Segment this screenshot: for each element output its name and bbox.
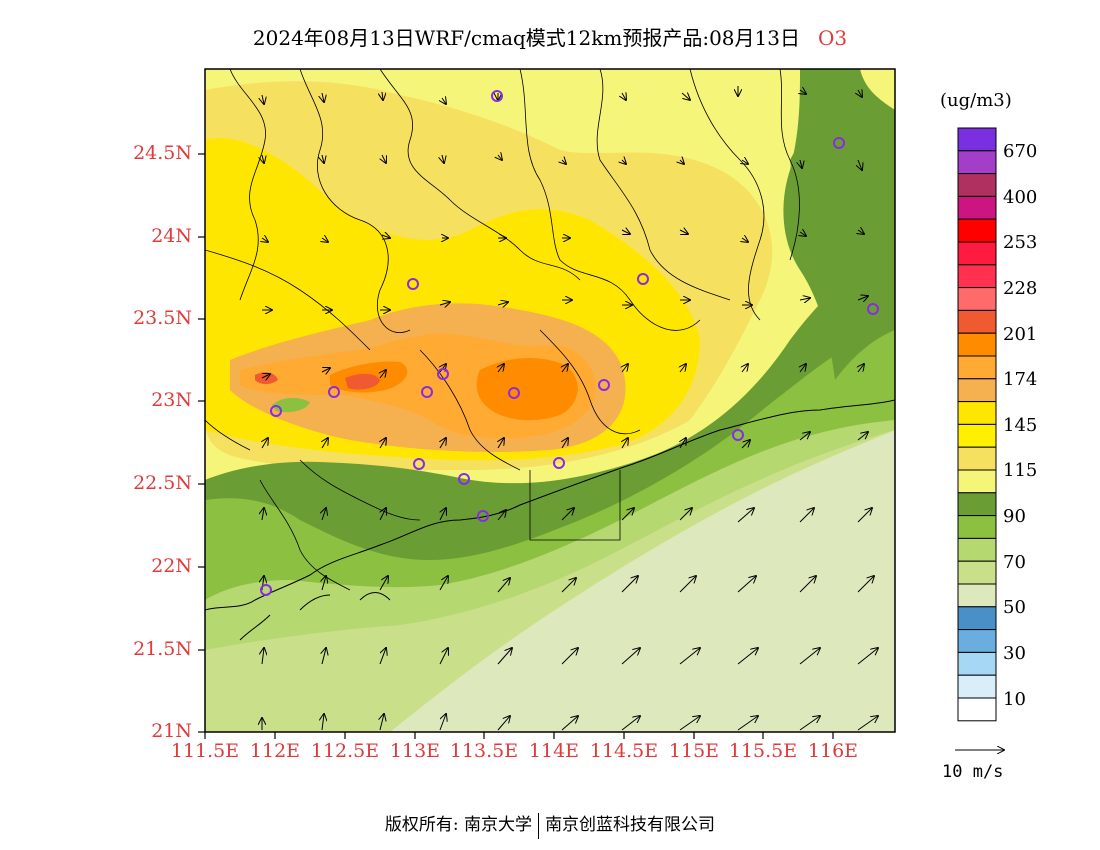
colorbar-swatch (957, 309, 997, 334)
legend-label: 670 (1003, 141, 1038, 162)
station-marker (328, 386, 340, 398)
colorbar-swatch (957, 332, 997, 357)
station-marker (413, 458, 425, 470)
y-tick-label: 23.5N (133, 307, 192, 329)
colorbar-swatch (957, 287, 997, 311)
legend-label: 253 (1003, 232, 1038, 253)
station-marker (260, 584, 272, 596)
station-marker (867, 303, 879, 315)
y-tick-label: 22N (151, 555, 192, 577)
colorbar-swatch (957, 492, 997, 517)
legend-label: 10 (1003, 689, 1026, 710)
colorbar-swatch (957, 401, 997, 425)
x-tick-label: 114E (528, 740, 580, 762)
y-tick-label: 23N (151, 389, 192, 411)
y-tick-label: 22.5N (133, 472, 192, 494)
province-boundaries (205, 69, 800, 591)
legend-label: 228 (1003, 278, 1038, 299)
legend-label: 145 (1003, 415, 1038, 436)
legend-label: 174 (1003, 369, 1038, 390)
pollutant-label: O3 (817, 26, 848, 50)
colorbar-swatch (957, 651, 997, 676)
copyright-owner: 版权所有: 南京大学 (384, 815, 533, 835)
x-tick-label: 115E (668, 740, 720, 762)
y-tick-label: 21N (151, 720, 192, 742)
colorbar-swatch (957, 173, 997, 197)
colorbar-swatch (957, 515, 997, 539)
legend-label: 50 (1003, 597, 1026, 618)
colorbar-swatch (957, 264, 997, 289)
axis-ticks (198, 153, 834, 739)
legend-label: 70 (1003, 552, 1026, 573)
colorbar-swatch (957, 127, 997, 152)
station-marker (270, 405, 282, 417)
colorbar-swatch (957, 195, 997, 220)
x-tick-label: 113E (389, 740, 441, 762)
footer-divider (538, 812, 540, 839)
colorbar-swatch (957, 355, 997, 380)
colorbar-swatch (957, 697, 997, 722)
y-tick-label: 21.5N (133, 638, 192, 660)
y-tick-label: 24N (151, 225, 192, 247)
wind-vectors (262, 86, 878, 731)
x-tick-label: 115.5E (728, 740, 798, 762)
colorbar (957, 127, 997, 722)
colorbar-swatch (957, 150, 997, 175)
station-marker (477, 510, 489, 522)
map-title: 2024年08月13日WRF/cmaq模式12km预报产品:08月13日 O3 (0, 22, 1100, 51)
colorbar-swatch (957, 583, 997, 608)
station-marker (421, 386, 433, 398)
x-tick-label: 114.5E (589, 740, 659, 762)
station-marker (598, 379, 610, 391)
y-tick-label: 24.5N (133, 142, 192, 164)
colorbar-swatch (957, 218, 997, 243)
x-tick-label: 112.5E (310, 740, 380, 762)
x-tick-label: 116E (807, 740, 859, 762)
legend-label: 400 (1003, 187, 1038, 208)
title-text: 2024年08月13日WRF/cmaq模式12km预报产品:08月13日 (252, 26, 800, 50)
legend-label: 30 (1003, 643, 1026, 664)
colorbar-swatch (957, 446, 997, 471)
legend-label: 115 (1003, 460, 1038, 481)
colorbar-swatch (957, 423, 997, 448)
coastline (204, 399, 896, 641)
copyright-footer: 版权所有: 南京大学 南京创蓝科技有限公司 (0, 810, 1100, 839)
colorbar-swatch (957, 606, 997, 631)
station-marker (491, 90, 503, 102)
legend-label: 90 (1003, 506, 1026, 527)
x-tick-label: 111.5E (170, 740, 240, 762)
colorbar-swatch (957, 537, 997, 562)
station-marker (508, 387, 520, 399)
station-marker (732, 429, 744, 441)
station-marker (833, 137, 845, 149)
station-marker (407, 278, 419, 290)
x-tick-label: 112E (249, 740, 301, 762)
legend-unit: (ug/m3) (940, 90, 1012, 111)
station-marker (637, 273, 649, 285)
x-tick-label: 113.5E (449, 740, 519, 762)
station-marker (437, 368, 449, 380)
monitoring-stations (260, 90, 879, 596)
colorbar-swatch (957, 469, 997, 494)
colorbar-swatch (957, 241, 997, 266)
station-marker (553, 457, 565, 469)
colorbar-swatch (957, 674, 997, 699)
concentration-field (205, 69, 895, 732)
station-marker (458, 473, 470, 485)
wind-reference-label: 10 m/s (942, 762, 1004, 782)
copyright-company: 南京创蓝科技有限公司 (545, 815, 716, 835)
colorbar-swatch (957, 378, 997, 403)
colorbar-swatch (957, 560, 997, 585)
legend-label: 201 (1003, 324, 1038, 345)
colorbar-swatch (957, 629, 997, 653)
